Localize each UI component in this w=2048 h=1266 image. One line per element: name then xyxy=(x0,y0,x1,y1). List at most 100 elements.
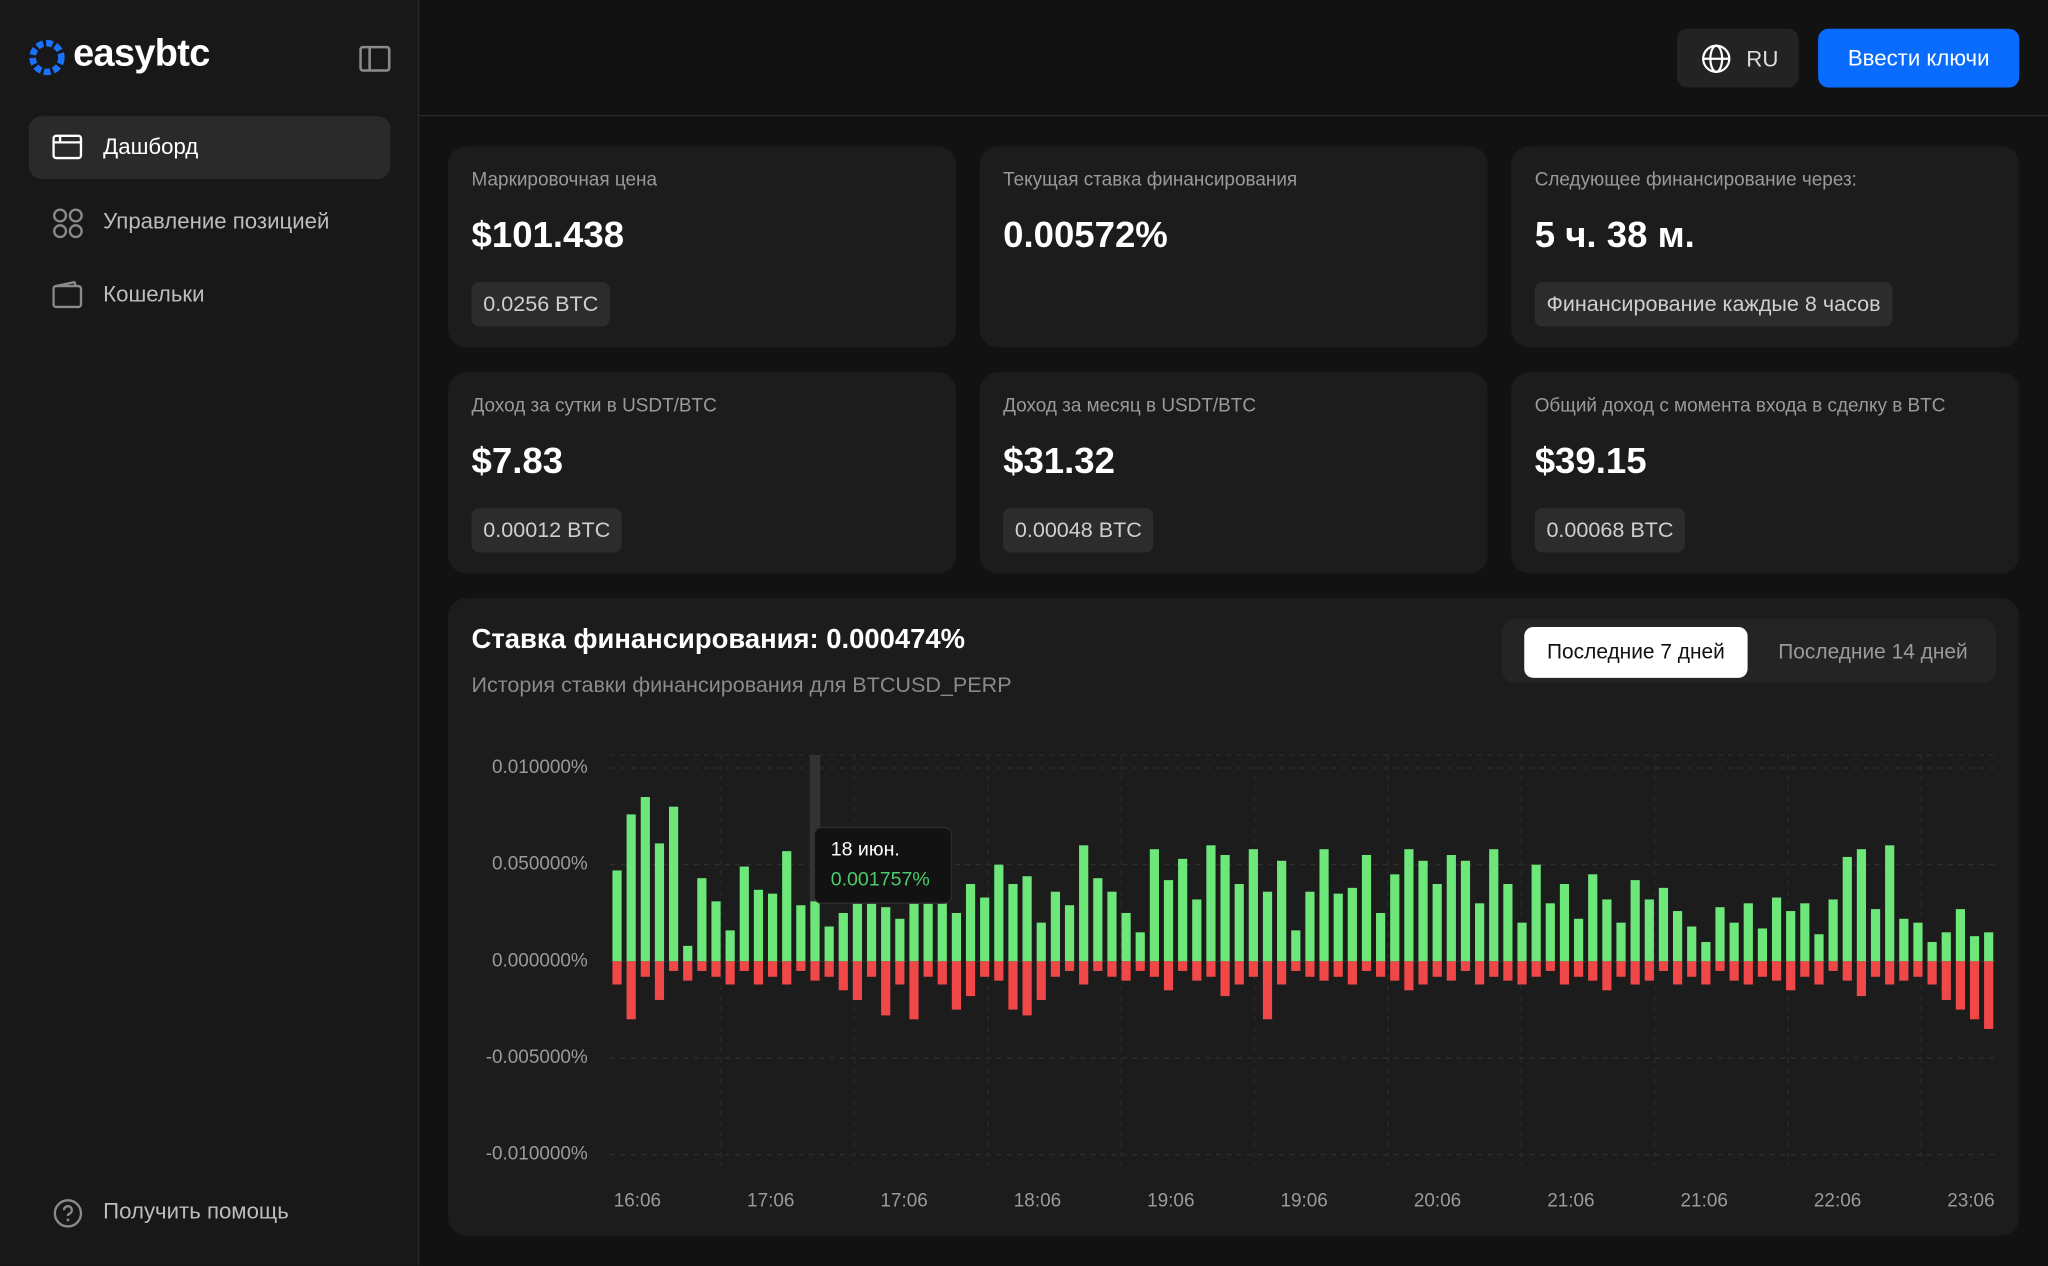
keys-button[interactable]: Ввести ключи xyxy=(1818,28,2020,88)
bar xyxy=(1715,961,1725,971)
card-value: $39.15 xyxy=(1534,440,1647,481)
logo-icon xyxy=(29,39,65,76)
bar xyxy=(1192,899,1202,962)
card-badge: Финансирование каждые 8 часов xyxy=(1534,282,1893,327)
bar xyxy=(1503,961,1513,981)
collapse-button[interactable] xyxy=(359,45,391,72)
bar xyxy=(1517,961,1527,985)
bar xyxy=(965,961,976,997)
tab[interactable]: Последние 14 дней xyxy=(1778,641,1968,664)
bar xyxy=(1842,856,1852,962)
card-label: Текущая ставка финансирования xyxy=(1003,169,1298,191)
bar xyxy=(1984,961,1994,1029)
y-tick-label: 0.050000% xyxy=(492,854,588,875)
bar xyxy=(1093,961,1103,971)
bar xyxy=(1149,961,1159,977)
bar xyxy=(1672,911,1683,962)
language-label: RU xyxy=(1746,47,1779,72)
bar xyxy=(1319,961,1329,981)
bar xyxy=(881,907,891,962)
bar xyxy=(1489,849,1499,962)
bar xyxy=(1248,961,1258,977)
nav-label: Кошельки xyxy=(103,282,205,307)
bar xyxy=(1701,941,1711,962)
bar xyxy=(1602,899,1612,962)
stat-card: Доход за месяц в USDT/BTC $31.32 0.00048 B… xyxy=(979,372,1488,574)
logo-text: easybtc xyxy=(73,32,210,75)
bar xyxy=(1899,918,1909,962)
bar xyxy=(1149,849,1159,962)
bar xyxy=(725,930,735,962)
bar xyxy=(796,905,806,962)
bar xyxy=(994,864,1004,962)
bar xyxy=(1262,961,1273,1020)
bar xyxy=(711,961,721,977)
bar xyxy=(1291,930,1301,962)
card-label: Следующее финансирование через: xyxy=(1534,169,1857,191)
bar xyxy=(1050,961,1060,977)
bar xyxy=(1828,961,1838,971)
bar xyxy=(923,893,933,962)
nav-item[interactable]: Управление позицией xyxy=(29,191,391,254)
y-tick-label: 0.010000% xyxy=(492,757,588,778)
bar xyxy=(1559,883,1570,962)
help-link[interactable]: Получить помощь xyxy=(29,1181,391,1244)
bar xyxy=(1192,961,1202,981)
card-badge: 0.00012 BTC xyxy=(471,508,623,553)
bar xyxy=(852,961,863,1000)
bar xyxy=(1616,922,1626,962)
bar xyxy=(1941,932,1951,962)
tooltip: 18 июн. 0.001757% xyxy=(813,826,953,904)
bar xyxy=(1418,961,1428,985)
bar xyxy=(1390,961,1400,981)
card-label: Общий доход с момента входа в сделку в B… xyxy=(1534,395,1946,417)
bar xyxy=(668,961,679,971)
bar xyxy=(1517,922,1527,962)
bar xyxy=(824,926,834,962)
bar xyxy=(1079,845,1089,962)
bar xyxy=(1616,961,1626,977)
bar xyxy=(626,814,636,962)
card-badge: 0.00048 BTC xyxy=(1003,508,1154,553)
bar xyxy=(1347,961,1357,985)
nav-item[interactable]: Дашборд xyxy=(28,116,391,179)
bar xyxy=(1432,961,1442,977)
x-tick-label: 19:06 xyxy=(1280,1191,1327,1212)
nav-item[interactable]: Кошельки xyxy=(29,264,391,327)
card-label: Доход за месяц в USDT/BTC xyxy=(1003,395,1257,417)
help-icon xyxy=(53,1199,83,1228)
bar xyxy=(881,961,891,1016)
help-label: Получить помощь xyxy=(103,1199,289,1224)
bar xyxy=(612,961,622,985)
language-button[interactable]: RU xyxy=(1677,28,1799,88)
bar xyxy=(1036,961,1046,1000)
bar xyxy=(1984,932,1994,962)
tab-active[interactable]: Последние 7 дней xyxy=(1524,626,1748,678)
bar xyxy=(1842,961,1852,981)
card-value: $31.32 xyxy=(1003,440,1115,481)
bar xyxy=(937,849,947,962)
bar xyxy=(1446,961,1456,981)
bar xyxy=(1545,961,1555,971)
card-value: $7.83 xyxy=(471,440,564,481)
bar xyxy=(810,901,820,962)
bar xyxy=(1248,849,1258,962)
chart-subtitle: История ставки финансирования для BTCUSD… xyxy=(471,673,1012,698)
bar xyxy=(1786,911,1796,962)
x-tick-label: 16:06 xyxy=(614,1191,661,1212)
bar xyxy=(909,961,919,1020)
bar xyxy=(1135,961,1145,971)
bar xyxy=(1361,961,1372,971)
bar xyxy=(1757,961,1768,977)
bar xyxy=(1658,961,1669,971)
bar xyxy=(1743,961,1753,985)
bar xyxy=(1701,961,1711,985)
bar xyxy=(1460,860,1471,962)
bar xyxy=(1729,961,1739,981)
bar xyxy=(697,961,707,971)
bar xyxy=(838,961,848,991)
bar xyxy=(767,961,778,977)
globe-icon xyxy=(1702,44,1731,73)
bar xyxy=(980,897,990,962)
bar xyxy=(1121,961,1131,981)
